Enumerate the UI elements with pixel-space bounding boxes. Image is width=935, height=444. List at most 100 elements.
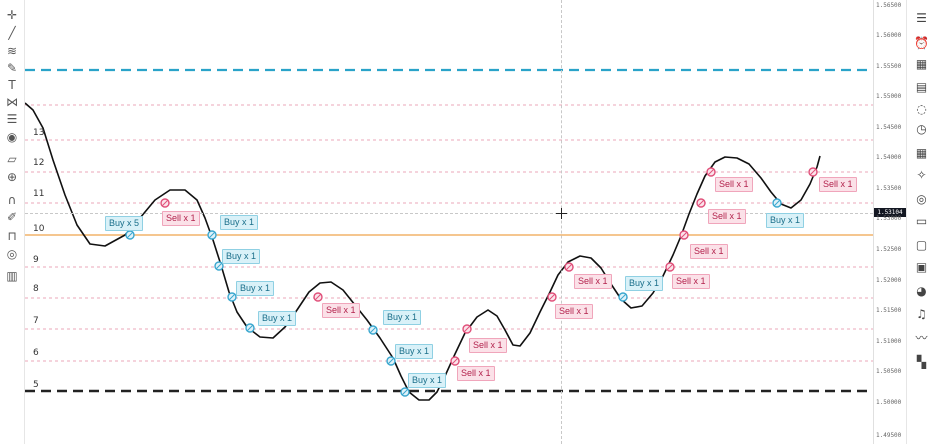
price-axis-label: 1.56500 [876,2,902,9]
brush-tool-icon[interactable]: ✎ [6,61,18,75]
buy-order-label[interactable]: Buy x 1 [236,281,275,296]
widget-toolbar: ☰ ⏰ ▦ ▤ ◌ ◷ ▦ ✧ ◎ ▭ ▢ ▣ ◕ ♫ 〰 ▚ [906,0,935,444]
sell-order-label[interactable]: Sell x 1 [457,366,495,381]
hotlist-icon[interactable]: ▣ [915,259,928,274]
fib-tool-icon[interactable]: ≋ [6,44,18,58]
ruler-tool-icon[interactable]: ▱ [7,152,17,166]
grid-level-number: 7 [33,316,39,326]
crosshair-tool-icon[interactable]: ✛ [6,8,18,22]
marker-slash-icon [774,200,780,206]
eye-icon[interactable]: ◎ [6,247,18,261]
bell-icon[interactable]: ♫ [916,306,927,321]
grid-level-number: 6 [33,348,39,358]
buy-order-label[interactable]: Buy x 1 [258,311,297,326]
marker-slash-icon [452,358,458,364]
price-axis-label: 1.51000 [876,338,902,345]
crosshair-horizontal [25,213,873,214]
layout-icon[interactable]: ▚ [916,354,927,369]
trend-icon[interactable]: 〰 [915,330,928,345]
lock-icon[interactable]: ⊓ [7,229,17,243]
lock-drawing-tool-icon[interactable]: ✐ [6,210,18,224]
marker-slash-icon [810,169,816,175]
marker-slash-icon [566,264,572,270]
price-axis-label: 1.49500 [876,432,902,439]
screener-icon[interactable]: ▤ [915,79,928,94]
comments-icon[interactable]: ▭ [915,213,928,228]
price-axis-label: 1.56000 [876,32,902,39]
alarm-clock-icon[interactable]: ⏰ [914,35,929,50]
price-chart[interactable] [25,0,873,444]
sell-order-label[interactable]: Sell x 1 [819,177,857,192]
marker-slash-icon [620,294,626,300]
marker-slash-icon [464,326,470,332]
marker-slash-icon [247,325,253,331]
price-axis-label: 1.50500 [876,368,902,375]
price-axis-label: 1.52000 [876,277,902,284]
price-axis-label: 1.53500 [876,185,902,192]
message-icon[interactable]: ▢ [915,237,928,252]
sell-order-label[interactable]: Sell x 1 [715,177,753,192]
trash-icon[interactable]: ▥ [6,269,18,283]
calculator-icon[interactable]: ▦ [915,145,928,160]
buy-order-label[interactable]: Buy x 1 [625,276,664,291]
marker-slash-icon [315,294,321,300]
crosshair-cursor-icon [556,208,567,219]
sell-order-label[interactable]: Sell x 1 [469,338,507,353]
pattern-tool-icon[interactable]: ⋈ [6,95,18,109]
marker-slash-icon [708,169,714,175]
buy-order-label[interactable]: Buy x 1 [383,310,422,325]
buy-order-label[interactable]: Buy x 1 [766,213,805,228]
buy-order-label[interactable]: Buy x 1 [222,249,261,264]
magnet-tool-icon[interactable]: ∩ [7,193,17,207]
marker-slash-icon [388,358,394,364]
price-axis-label: 1.50000 [876,399,902,406]
price-axis-label: 1.51500 [876,307,902,314]
sell-order-label[interactable]: Sell x 1 [162,211,200,226]
sell-order-label[interactable]: Sell x 1 [555,304,593,319]
history-icon[interactable]: ◷ [916,121,927,136]
lightbulb-icon[interactable]: ✧ [916,167,927,182]
grid-level-number: 10 [33,224,45,234]
measure-tool-icon[interactable]: ☰ [6,112,18,126]
marker-slash-icon [216,263,222,269]
grid-level-number: 12 [33,158,45,168]
watchlist-icon[interactable]: ☰ [916,10,927,25]
text-tool-icon[interactable]: T [8,78,16,92]
calendar-icon[interactable]: ▦ [915,56,928,71]
price-axis[interactable]: 1.53104 1.56500 1.56000 1.55500 1.55000 1.54… [873,0,907,444]
grid-level-number: 5 [33,380,39,390]
marker-slash-icon [209,232,215,238]
price-axis-label: 1.54000 [876,154,902,161]
buy-order-label[interactable]: Buy x 5 [105,216,144,231]
sell-order-label[interactable]: Sell x 1 [690,244,728,259]
sell-order-label[interactable]: Sell x 1 [672,274,710,289]
marker-slash-icon [370,327,376,333]
broadcast-icon[interactable]: ◎ [916,191,927,206]
marker-slash-icon [229,294,235,300]
sell-order-label[interactable]: Sell x 1 [574,274,612,289]
trend-line-tool-icon[interactable]: ╱ [8,26,16,40]
icon-tool-icon[interactable]: ◉ [6,130,18,144]
price-axis-label: 1.52500 [876,246,902,253]
price-curve [25,102,821,401]
buy-order-label[interactable]: Buy x 1 [220,215,259,230]
buy-order-label[interactable]: Buy x 1 [395,344,434,359]
marker-slash-icon [698,200,704,206]
buy-order-label[interactable]: Buy x 1 [408,373,447,388]
price-axis-label: 1.54500 [876,124,902,131]
chart-pane[interactable]: Buy x 5 Sell x 1 Buy x 1 Buy x 1 Buy x 1 Buy … [25,0,873,444]
grid-level-number: 8 [33,284,39,294]
sell-order-label[interactable]: Sell x 1 [708,209,746,224]
zoom-tool-icon[interactable]: ⊕ [6,170,18,184]
drawing-toolbar: ✛ ╱ ≋ ✎ T ⋈ ☰ ◉ ▱ ⊕ ∩ ✐ ⊓ ◎ ▥ [0,0,25,444]
sell-order-label[interactable]: Sell x 1 [322,303,360,318]
price-axis-label: 1.55000 [876,93,902,100]
grid-level-number: 13 [33,128,45,138]
pie-icon[interactable]: ◕ [916,283,927,298]
grid-level-number: 9 [33,255,39,265]
marker-slash-icon [402,389,408,395]
price-axis-label: 1.55500 [876,63,902,70]
price-axis-label: 1.53000 [876,215,902,222]
marker-slash-icon [549,294,555,300]
chat-icon[interactable]: ◌ [916,101,927,116]
